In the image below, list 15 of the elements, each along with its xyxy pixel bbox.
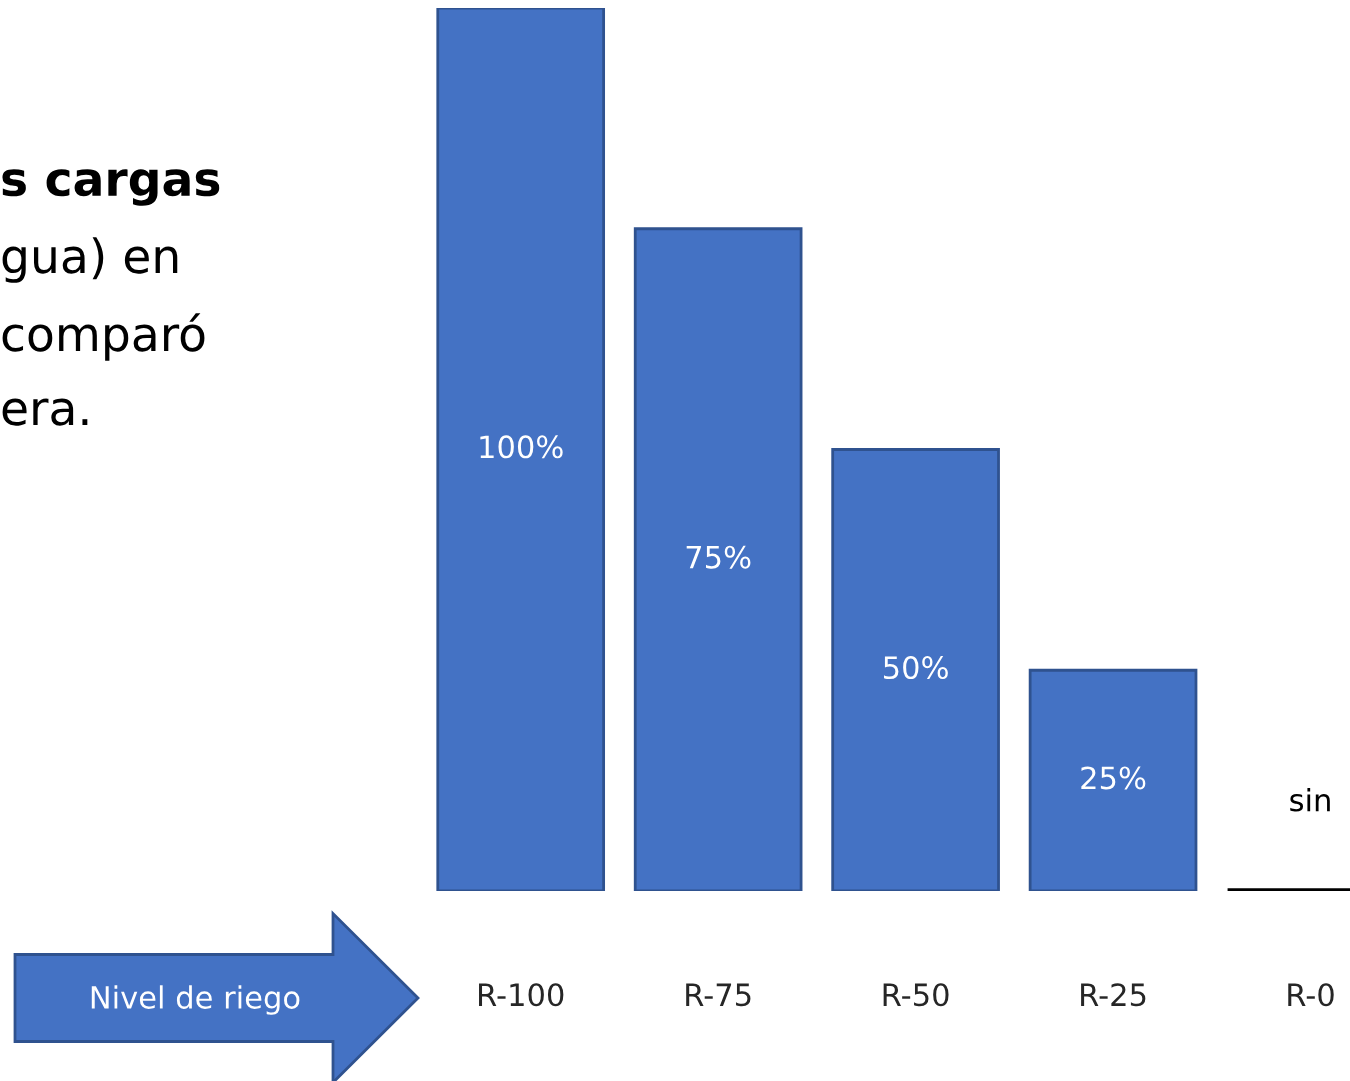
data-label: 100%	[480, 435, 563, 459]
data-label: 75%	[686, 545, 751, 569]
text: gua) en	[2, 237, 178, 283]
x-tick-label: R-75	[686, 983, 751, 1007]
data-label: 25%	[1081, 766, 1146, 790]
text: s cargas	[2, 169, 220, 206]
x-tick-label: R-0	[1288, 983, 1334, 1007]
data-label: sin	[1290, 787, 1330, 812]
x-tick-label: R-50	[883, 983, 949, 1007]
x-axis-title: Nivel de riego	[91, 985, 300, 1015]
text: comparó	[2, 313, 205, 361]
x-tick-label: R-100	[479, 983, 564, 1007]
x-tick-label: R-25	[1081, 983, 1146, 1007]
data-label: 50%	[884, 656, 948, 680]
text: era.	[2, 398, 88, 426]
